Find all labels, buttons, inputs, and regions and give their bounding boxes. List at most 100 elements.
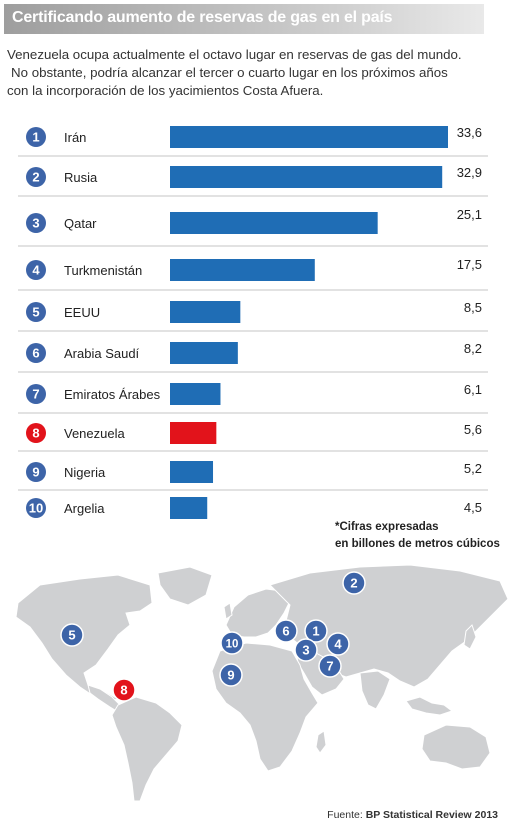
map-marker-3: 3	[294, 638, 318, 662]
value-label: 5,6	[464, 422, 482, 437]
category-label: Arabia Saudí	[64, 346, 140, 361]
value-label: 33,6	[457, 125, 482, 140]
bar	[170, 259, 315, 281]
map-marker-10: 10	[220, 631, 244, 655]
marker-badge	[342, 571, 366, 595]
chart-row: 1 Irán 33,6	[18, 125, 488, 157]
marker-label: 4	[334, 637, 342, 652]
marker-label: 2	[350, 576, 357, 591]
rank-badge	[26, 213, 46, 233]
category-label: Venezuela	[64, 426, 125, 441]
marker-badge	[219, 663, 243, 687]
chart-row: 9 Nigeria 5,2	[18, 461, 488, 491]
category-label: Rusia	[64, 170, 98, 185]
intro-text: Venezuela ocupa actualmente el octavo lu…	[7, 46, 497, 100]
chart-row: 7 Emiratos Árabes 6,1	[18, 382, 488, 414]
marker-badge	[304, 619, 328, 643]
rank-badge	[26, 302, 46, 322]
rank-badge	[26, 127, 46, 147]
marker-badge	[60, 623, 84, 647]
rank-number: 7	[32, 387, 39, 402]
rank-badge	[26, 167, 46, 187]
category-label: Nigeria	[64, 465, 106, 480]
page-title: Certificando aumento de reservas de gas …	[12, 9, 393, 26]
source-note: Fuente: BP Statistical Review 2013	[327, 809, 498, 821]
category-label: Irán	[64, 130, 86, 145]
map-marker-5: 5	[60, 623, 84, 647]
bar	[170, 301, 241, 323]
rank-number: 9	[32, 465, 39, 480]
chart-row: 8 Venezuela 5,6	[18, 422, 488, 452]
map-marker-4: 4	[326, 632, 350, 656]
rank-number: 1	[32, 130, 39, 145]
category-label: Argelia	[64, 501, 105, 516]
gas-reserves-bar-chart: 1 Irán 33,6 2 Rusia 32,9 3 Qatar 25,1 4 Turkmenist…	[18, 125, 488, 519]
source-prefix: Fuente:	[327, 809, 366, 821]
rank-number: 6	[32, 346, 39, 361]
chart-row: 6 Arabia Saudí 8,2	[18, 341, 488, 373]
rank-badge	[26, 260, 46, 280]
world-map: 2 5 10 6 13 47 9 8	[15, 564, 509, 802]
rank-badge	[26, 384, 46, 404]
bar	[170, 422, 217, 444]
marker-label: 9	[227, 668, 234, 683]
map-marker-9: 9	[219, 663, 243, 687]
marker-label: 6	[282, 624, 289, 639]
value-label: 8,2	[464, 341, 482, 356]
rank-badge	[26, 462, 46, 482]
bar	[170, 342, 238, 364]
bar	[170, 383, 221, 405]
rank-badge	[26, 343, 46, 363]
map-marker-1: 1	[304, 619, 328, 643]
rank-number: 8	[32, 426, 39, 441]
marker-label: 10	[226, 639, 239, 651]
marker-badge	[326, 632, 350, 656]
chart-row: 5 EEUU 8,5	[18, 300, 488, 332]
marker-label: 1	[312, 624, 319, 639]
intro-line-2: No obstante, podría alcanzar el tercer o…	[11, 65, 448, 80]
marker-label: 8	[120, 683, 127, 698]
chart-row: 2 Rusia 32,9	[18, 165, 488, 197]
marker-badge	[274, 619, 298, 643]
marker-badge	[294, 638, 318, 662]
title-bar: Certificando aumento de reservas de gas …	[4, 4, 484, 34]
chart-row: 3 Qatar 25,1	[18, 207, 488, 247]
bar	[170, 166, 443, 188]
chart-row: 10 Argelia 4,5	[26, 497, 482, 519]
map-marker-7: 7	[318, 654, 342, 678]
intro-line-3: con la incorporación de los yacimientos …	[7, 83, 324, 98]
bar	[170, 126, 448, 148]
value-label: 5,2	[464, 461, 482, 476]
category-label: Qatar	[64, 216, 97, 231]
marker-badge	[112, 678, 136, 702]
marker-label: 3	[302, 643, 309, 658]
rank-number: 2	[32, 170, 39, 185]
units-note-line-1: *Cifras expresadas	[335, 521, 439, 533]
value-label: 6,1	[464, 382, 482, 397]
rank-badge	[26, 498, 46, 518]
value-label: 17,5	[457, 257, 482, 272]
value-label: 32,9	[457, 165, 482, 180]
rank-number: 4	[32, 263, 40, 278]
bar	[170, 461, 214, 483]
category-label: Emiratos Árabes	[64, 387, 161, 402]
rank-number: 3	[32, 216, 39, 231]
category-label: EEUU	[64, 305, 100, 320]
rank-number: 10	[29, 501, 43, 516]
map-marker-6: 6	[274, 619, 298, 643]
marker-badge	[220, 631, 244, 655]
value-label: 4,5	[464, 500, 482, 515]
map-land	[15, 564, 509, 802]
chart-row: 4 Turkmenistán 17,5	[18, 257, 488, 291]
value-label: 25,1	[457, 207, 482, 222]
rank-number: 5	[32, 305, 39, 320]
intro-line-1: Venezuela ocupa actualmente el octavo lu…	[7, 47, 462, 62]
marker-badge	[318, 654, 342, 678]
marker-label: 7	[326, 659, 333, 674]
units-note-line-2: en billones de metros cúbicos	[335, 538, 500, 550]
value-label: 8,5	[464, 300, 482, 315]
source-name: BP Statistical Review 2013	[365, 809, 498, 821]
marker-label: 5	[68, 628, 75, 643]
units-note: *Cifras expresadas en billones de metros…	[335, 519, 500, 553]
map-marker-2: 2	[342, 571, 366, 595]
